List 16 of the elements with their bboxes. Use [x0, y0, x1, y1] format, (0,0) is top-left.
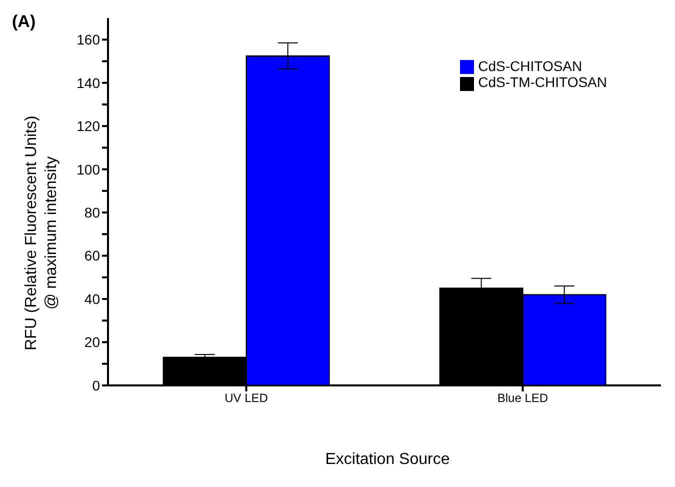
y-tick-label: 100: [76, 161, 100, 178]
x-axis-title: Excitation Source: [324, 451, 451, 469]
legend-label: CdS-CHITOSAN: [478, 58, 582, 74]
y-tick-label: 40: [84, 290, 100, 307]
y-tick-label: 140: [76, 74, 100, 91]
y-tick-label: 20: [84, 334, 100, 350]
y-axis-title: RFU (Relative Fluorescent Units) @ maximum intensity: [22, 116, 61, 350]
chart-title: (A): [12, 12, 36, 32]
y-tick-label: 160: [76, 32, 100, 48]
legend-label: CdS-TM-CHITOSAN: [478, 74, 607, 90]
y-tick-label: 120: [76, 118, 100, 134]
y-tick-label: 60: [84, 248, 100, 264]
y-tick-label: 80: [84, 204, 100, 220]
x-tick-label: Blue LED: [497, 390, 548, 405]
x-tick-label: UV LED: [224, 390, 268, 405]
y-tick-label: 0: [92, 377, 100, 394]
